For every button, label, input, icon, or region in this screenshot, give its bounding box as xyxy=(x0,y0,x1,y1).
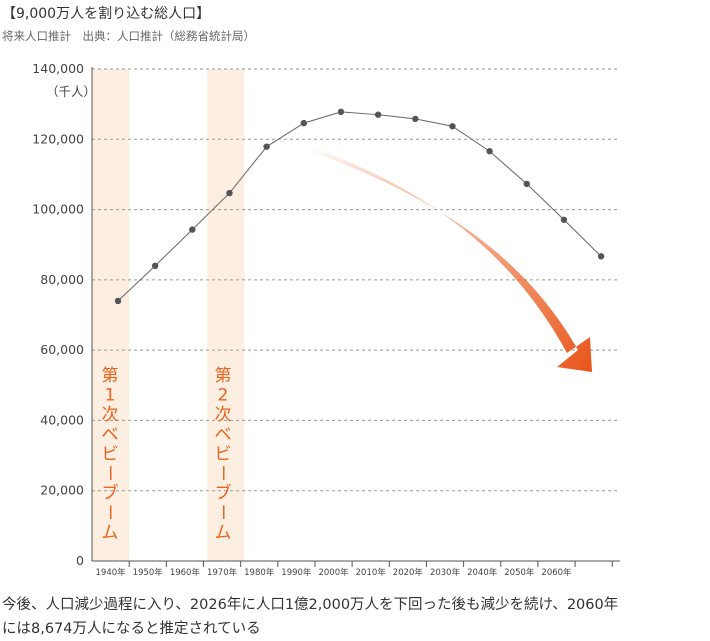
caption-line-1: 今後、人口減少過程に入り、2026年に人口1億2,000万人を下回った後も減少を… xyxy=(2,597,619,613)
y-tick-label: 40,000 xyxy=(40,412,84,427)
population-line-chart: 0 20,000 40,000 60,000 80,000 100,000 120,000 1… xyxy=(32,61,620,578)
x-tick-label: 1950年 xyxy=(133,567,164,578)
data-point xyxy=(486,148,493,155)
baby-boom-label-char: 第 xyxy=(215,366,232,386)
chart-title: 【9,000万人を割り込む総人口】 xyxy=(2,6,211,22)
baby-boom-label-char: 次 xyxy=(102,405,119,425)
x-tick-label: 1990年 xyxy=(281,567,312,578)
data-point xyxy=(597,253,605,260)
baby-boom-label-char: ー xyxy=(212,465,232,482)
data-point xyxy=(114,297,122,305)
baby-boom-label-char: ム xyxy=(215,523,232,543)
baby-boom-label-char: ベ xyxy=(215,425,232,445)
y-tick-label: 0 xyxy=(76,553,84,568)
caption: 今後、人口減少過程に入り、2026年に人口1億2,000万人を下回った後も減少を… xyxy=(2,593,707,641)
y-axis-unit-label: （千人） xyxy=(46,84,96,99)
data-point xyxy=(449,123,456,130)
baby-boom-label-char: ム xyxy=(102,523,119,543)
x-tick-label: 1980年 xyxy=(244,567,275,578)
decline-trend-arrow xyxy=(308,146,592,372)
baby-boom-label-char: 第 xyxy=(102,366,119,386)
baby-boom-label-char: ー xyxy=(99,465,119,482)
x-tick-label: 2060年 xyxy=(541,567,572,578)
x-tick-label: 2010年 xyxy=(356,567,387,578)
baby-boom-label-char: ビ xyxy=(215,444,232,464)
y-tick-label: 120,000 xyxy=(32,131,84,146)
y-tick-label: 100,000 xyxy=(32,202,84,217)
population-line xyxy=(117,111,602,302)
caption-line-2: には8,674万人になると推定されている xyxy=(2,621,261,637)
baby-boom-band-1 xyxy=(92,69,130,561)
baby-boom-label-char: ブ xyxy=(102,483,119,504)
y-tick-label: 60,000 xyxy=(40,342,84,357)
x-tick-label: 1970年 xyxy=(207,567,238,578)
data-point xyxy=(151,262,159,269)
chart-source-note: 将来人口推計 出典：人口推計（総務省統計局） xyxy=(2,29,255,43)
baby-boom-band-2 xyxy=(207,69,245,561)
data-point xyxy=(337,108,345,116)
baby-boom-label-char: ベ xyxy=(102,425,119,445)
data-point xyxy=(374,111,382,118)
baby-boom-label-char: ブ xyxy=(215,483,232,504)
baby-boom-label-char: 1 xyxy=(105,386,116,406)
y-tick-label: 80,000 xyxy=(40,272,84,287)
baby-boom-label-char: ー xyxy=(99,504,119,521)
x-tick-label: 2040年 xyxy=(467,567,498,578)
x-tick-label: 2000年 xyxy=(318,567,349,578)
data-point xyxy=(560,216,568,223)
x-tick-label: 1960年 xyxy=(170,567,201,578)
data-point xyxy=(412,115,419,123)
x-tick-label: 2030年 xyxy=(430,567,461,578)
baby-boom-label-char: 次 xyxy=(215,405,232,425)
data-point xyxy=(189,226,196,233)
x-tick-label: 2020年 xyxy=(393,567,424,578)
baby-boom-label-char: 2 xyxy=(218,386,229,406)
data-point xyxy=(263,143,270,150)
x-tick-label: 1940年 xyxy=(96,567,127,578)
y-tick-label: 140,000 xyxy=(32,61,84,76)
data-point xyxy=(300,119,308,127)
data-point xyxy=(523,180,530,188)
x-tick-label: 2050年 xyxy=(504,567,535,578)
baby-boom-label-char: ビ xyxy=(102,444,119,464)
y-tick-label: 20,000 xyxy=(40,483,84,498)
baby-boom-label-char: ー xyxy=(212,504,232,521)
data-point xyxy=(226,189,233,197)
